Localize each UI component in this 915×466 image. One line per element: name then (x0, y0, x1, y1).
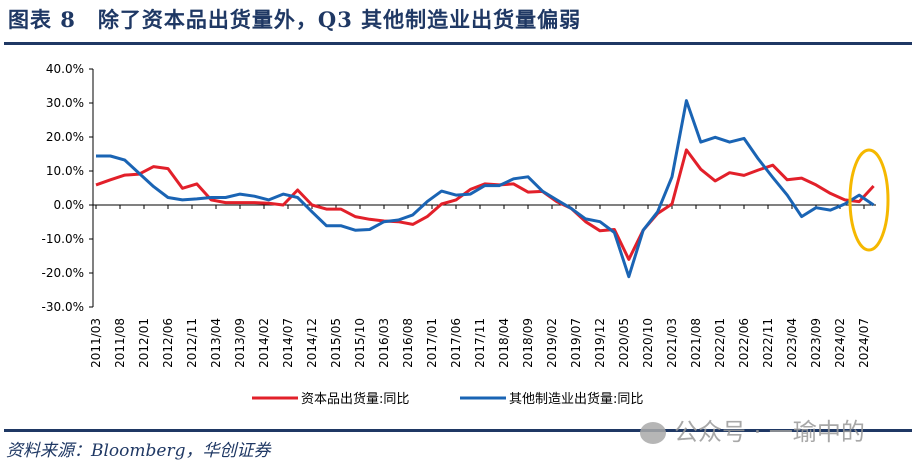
x-tick-label: 2013/09 (233, 318, 247, 368)
x-axis: 2011/03 2011/08 2012/01 2012/06 2012/11 2013/… (89, 204, 876, 368)
x-tick-label: 2011/03 (89, 318, 103, 368)
y-tick-label: 20.0% (46, 130, 84, 144)
x-tick-label: 2022/06 (737, 318, 751, 368)
watermark-text: 公众号 · 一瑜中的 (674, 418, 865, 446)
x-tick-label: 2020/10 (641, 318, 655, 368)
series-line-2 (96, 99, 875, 279)
x-tick-label: 2013/04 (209, 318, 223, 368)
x-tick-label: 2018/09 (521, 318, 535, 368)
y-tick-label: 10.0% (46, 164, 84, 178)
x-tick-label: 2022/11 (761, 318, 775, 368)
x-tick-label: 2015/05 (329, 318, 343, 368)
footer-divider (4, 429, 912, 432)
x-tick-label: 2015/10 (353, 318, 367, 368)
highlight-ellipse (848, 148, 890, 252)
figure-title: 图表 8 除了资本品出货量外，Q3 其他制造业出货量偏弱 (8, 7, 582, 32)
x-tick-label: 2020/05 (617, 318, 631, 368)
legend-label-2: 其他制造业出货量:同比 (509, 391, 643, 407)
x-tick-label: 2014/07 (281, 318, 295, 368)
legend-label-1: 资本品出货量:同比 (301, 391, 409, 407)
x-tick-label: 2014/02 (257, 318, 271, 368)
legend: 资本品出货量:同比 其他制造业出货量:同比 (252, 391, 643, 407)
y-tick-label: 30.0% (46, 96, 84, 110)
y-tick-label: 40.0% (46, 62, 84, 76)
x-tick-label: 2019/07 (569, 318, 583, 368)
title-divider (4, 42, 912, 45)
x-tick-label: 2021/03 (665, 318, 679, 368)
x-tick-label: 2021/08 (689, 318, 703, 368)
x-tick-label: 2023/09 (809, 318, 823, 368)
x-tick-label: 2014/12 (305, 318, 319, 368)
x-tick-label: 2017/11 (473, 318, 487, 368)
x-tick-label: 2012/11 (185, 318, 199, 368)
x-tick-label: 2017/06 (449, 318, 463, 368)
x-tick-label: 2012/01 (137, 318, 151, 368)
x-tick-label: 2016/08 (401, 318, 415, 368)
source-note: 资料来源：Bloomberg，华创证券 (6, 441, 271, 461)
y-axis: -30.0% -20.0% -10.0% 0.0% 10.0% 20.0% 30.0% 40.… (42, 62, 94, 314)
series-line-1 (95, 148, 875, 261)
x-tick-label: 2019/12 (593, 318, 607, 368)
wechat-icon (640, 422, 666, 444)
watermark: 公众号 · 一瑜中的 (640, 412, 865, 447)
x-tick-label: 2011/08 (113, 318, 127, 368)
x-tick-label: 2019/02 (545, 318, 559, 368)
y-tick-label: -10.0% (42, 232, 84, 246)
x-tick-label: 2022/01 (713, 318, 727, 368)
x-tick-label: 2024/07 (857, 318, 871, 368)
x-tick-label: 2023/04 (785, 318, 799, 368)
y-tick-label: 0.0% (54, 198, 85, 212)
x-tick-label: 2017/01 (425, 318, 439, 368)
x-tick-label: 2018/04 (497, 318, 511, 368)
y-tick-label: -30.0% (42, 300, 84, 314)
x-tick-label: 2016/03 (377, 318, 391, 368)
y-tick-label: -20.0% (42, 266, 84, 280)
x-tick-label: 2024/02 (833, 318, 847, 368)
x-tick-label: 2012/06 (161, 318, 175, 368)
series-lines (95, 99, 875, 279)
